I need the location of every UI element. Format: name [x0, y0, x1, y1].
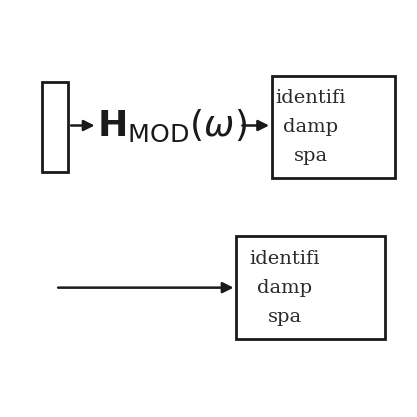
Text: damp: damp: [257, 279, 312, 296]
Bar: [236, 236, 385, 339]
Bar: [43, 82, 68, 172]
Text: identifi: identifi: [249, 250, 320, 268]
Text: spa: spa: [294, 147, 328, 165]
Text: identifi: identifi: [275, 89, 346, 107]
Bar: [272, 76, 394, 178]
Text: $\mathbf{H}_{\rm MOD}(\omega)$: $\mathbf{H}_{\rm MOD}(\omega)$: [97, 107, 247, 143]
Text: spa: spa: [268, 308, 302, 326]
Text: damp: damp: [283, 118, 338, 136]
